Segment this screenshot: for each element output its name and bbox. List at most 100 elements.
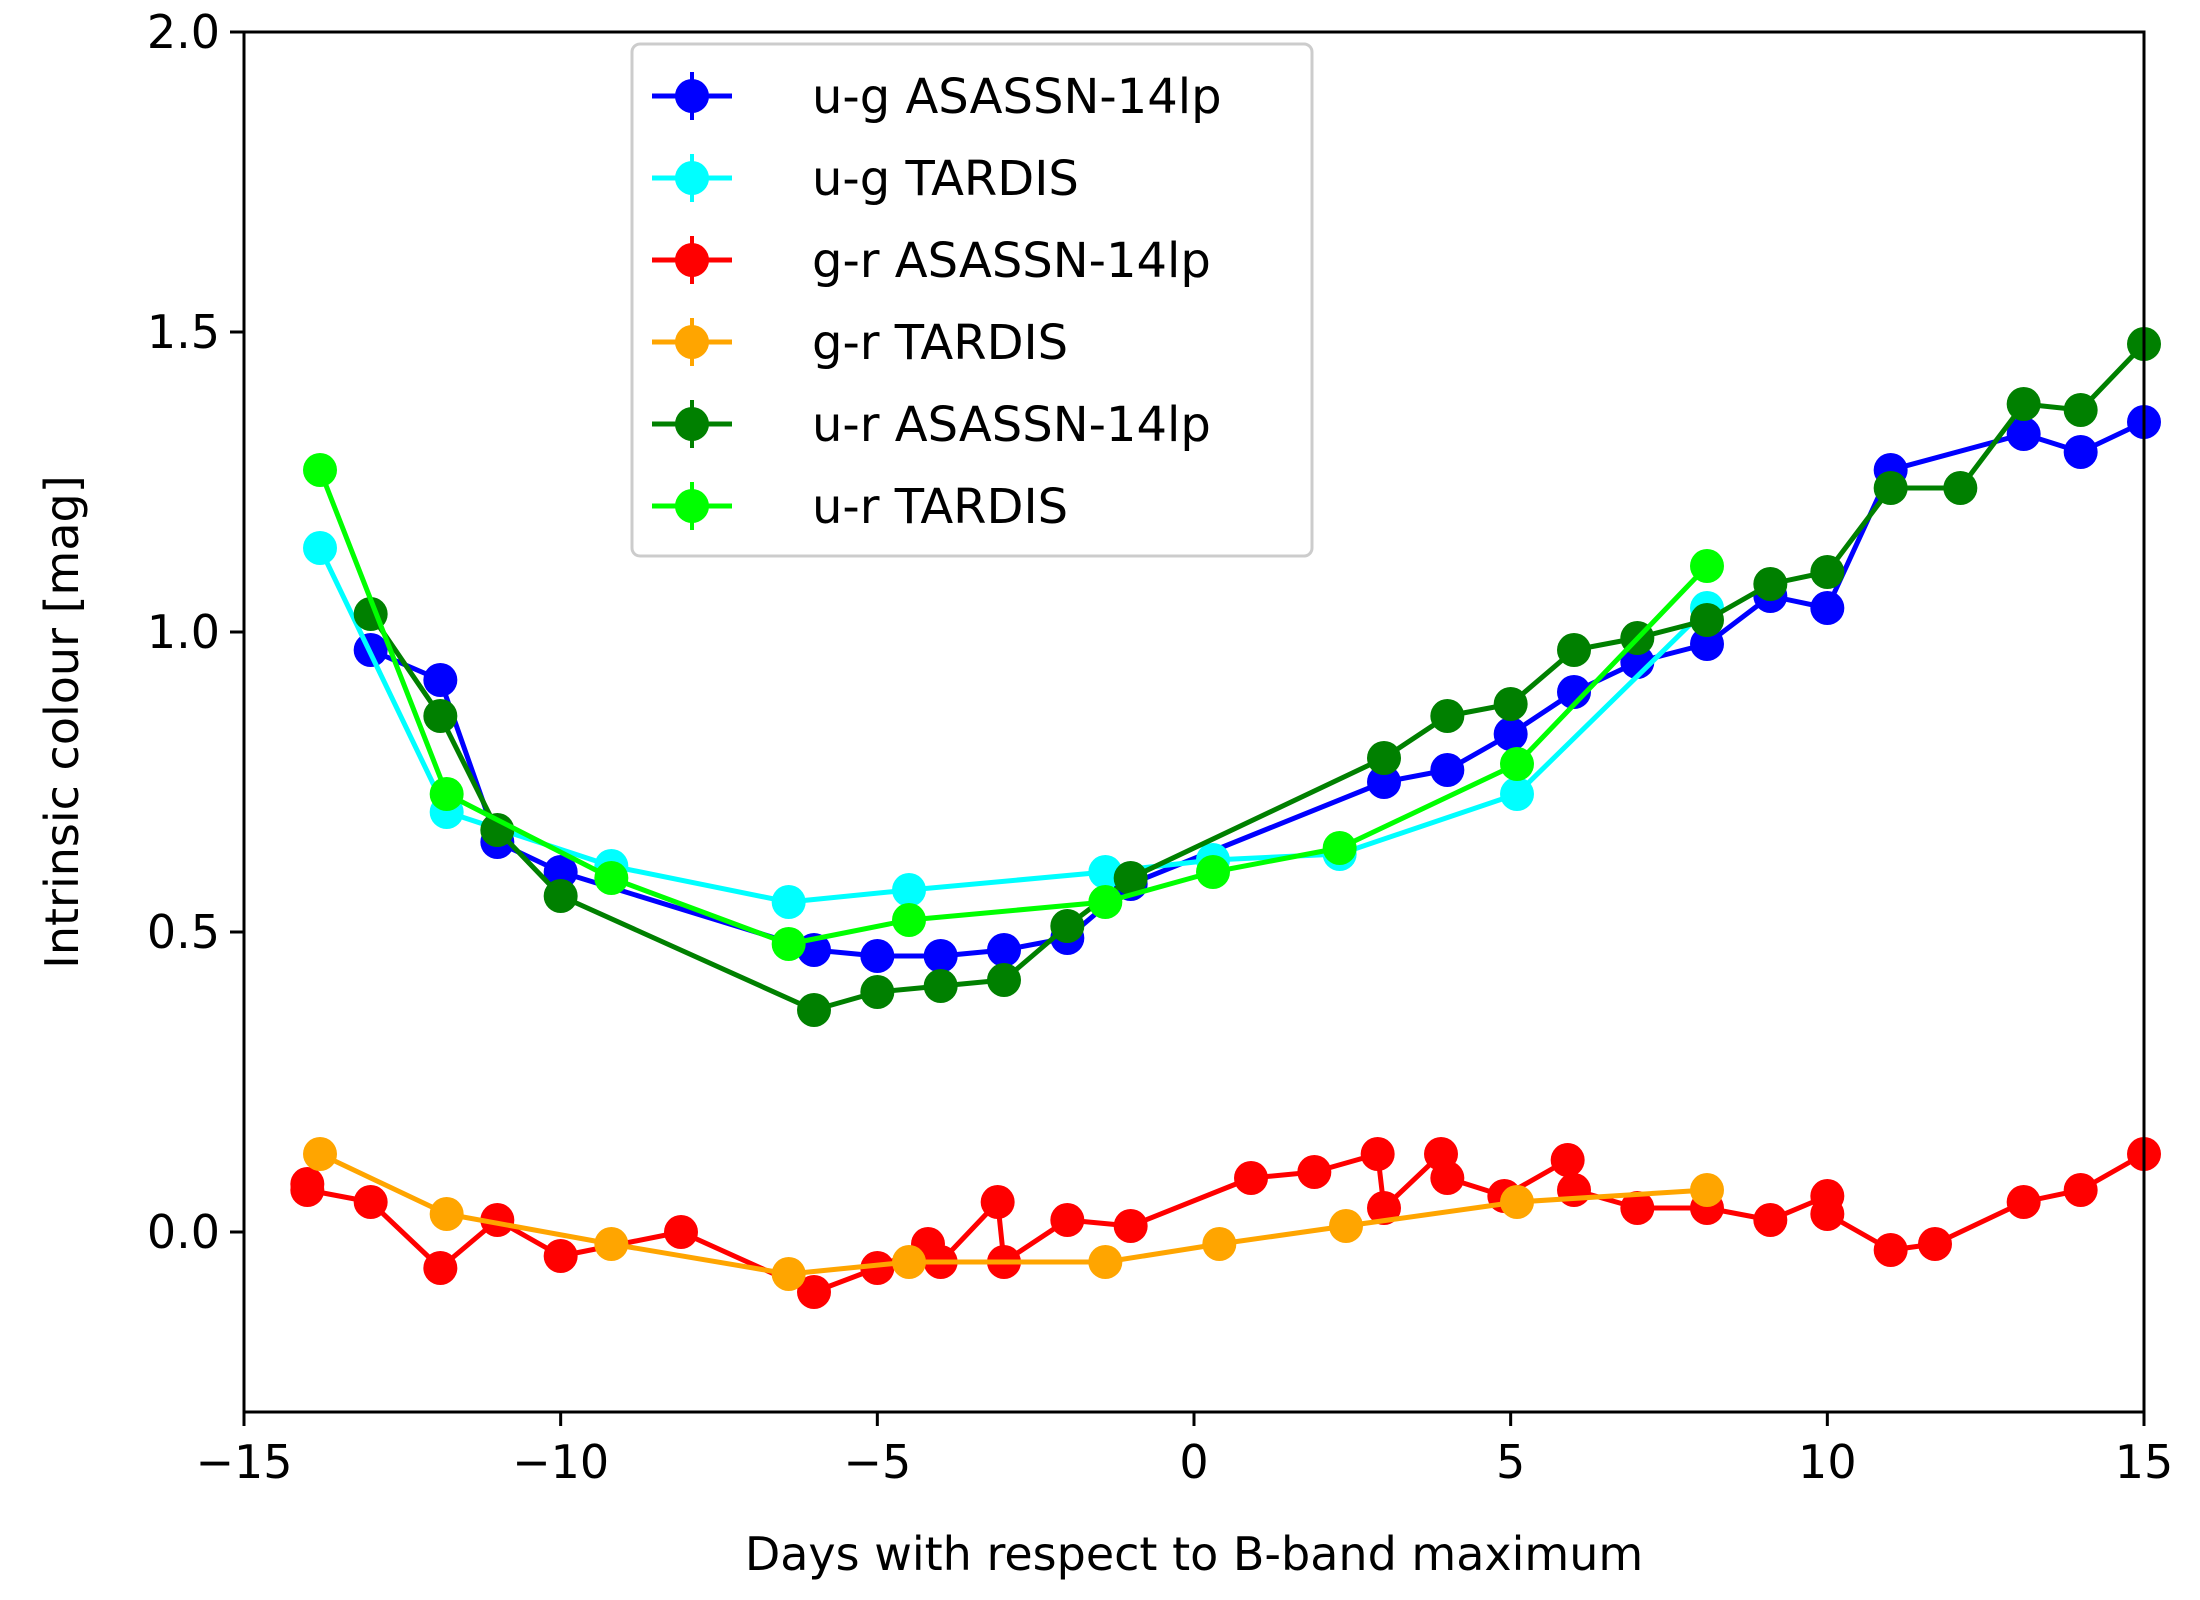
- data-point: [987, 933, 1021, 967]
- x-tick-label: −15: [195, 1435, 292, 1489]
- axis-ticks: −15 −10 −5 0 5 10 15 0.0 0.5 1.0 1.5 2.0: [147, 5, 2173, 1489]
- data-point: [303, 453, 337, 487]
- data-point: [1088, 1245, 1123, 1279]
- y-tick-label: 0.0: [147, 1205, 220, 1259]
- data-point: [423, 663, 458, 697]
- data-point: [423, 699, 458, 733]
- series-g-r-tardis: [303, 1137, 1724, 1291]
- legend-item: g-r ASASSN-14lp: [652, 233, 1211, 289]
- series-u-r-tardis: [303, 453, 1724, 961]
- data-point: [480, 1203, 515, 1237]
- legend-box: [630, 42, 1314, 558]
- legend-label: g-r TARDIS: [812, 315, 1068, 371]
- legend-item: u-r ASASSN-14lp: [652, 397, 1211, 453]
- legend: u-g ASASSN-14lp u-g TARDIS g-r ASASSN-14lp…: [630, 42, 1314, 558]
- x-tick-label: 15: [2115, 1435, 2174, 1489]
- y-axis-label: Intrinsic colour [mag]: [35, 475, 89, 968]
- data-point: [1690, 627, 1724, 661]
- data-point: [1690, 1173, 1724, 1207]
- data-point: [1088, 855, 1123, 889]
- data-point: [543, 1239, 578, 1273]
- y-tick-label: 1.5: [147, 305, 220, 359]
- x-axis-label: Days with respect to B-band maximum: [745, 1527, 1643, 1581]
- data-point: [1367, 741, 1401, 775]
- data-point: [1234, 1161, 1268, 1195]
- data-point: [303, 1137, 337, 1171]
- data-point: [892, 873, 926, 907]
- data-point: [1430, 1161, 1465, 1195]
- data-point: [1753, 1203, 1788, 1237]
- y-tick-label: 2.0: [147, 5, 220, 59]
- data-point: [1810, 591, 1845, 625]
- data-point: [1297, 1155, 1332, 1189]
- data-point: [892, 903, 926, 937]
- data-point: [594, 1227, 629, 1261]
- legend-marker-swatch: [675, 161, 709, 195]
- legend-item: u-r TARDIS: [652, 479, 1068, 535]
- data-point: [892, 1245, 926, 1279]
- data-point: [1810, 1197, 1845, 1231]
- data-point: [987, 963, 1021, 997]
- data-point: [594, 861, 629, 895]
- data-point: [429, 1197, 464, 1231]
- legend-marker-swatch: [675, 79, 709, 113]
- x-tick-label: 0: [1179, 1435, 1208, 1489]
- data-point: [423, 1251, 458, 1285]
- series-line: [304, 1151, 2146, 1295]
- legend-label: u-r ASASSN-14lp: [812, 397, 1211, 453]
- x-tick-label: 5: [1496, 1435, 1525, 1489]
- series-line: [369, 419, 2146, 959]
- data-point: [1557, 633, 1591, 667]
- legend-item: u-g ASASSN-14lp: [652, 69, 1222, 125]
- x-tick-label: −5: [843, 1435, 911, 1489]
- data-point: [1360, 1137, 1395, 1171]
- legend-item: u-g TARDIS: [652, 151, 1079, 207]
- data-point: [543, 855, 578, 889]
- x-tick-label: −10: [512, 1435, 609, 1489]
- data-point: [1430, 753, 1465, 787]
- x-tick-label: 10: [1798, 1435, 1857, 1489]
- series-u-r-asassn-14lp: [353, 327, 2161, 1027]
- data-point: [1873, 471, 1908, 505]
- data-point: [429, 777, 464, 811]
- data-point: [980, 1185, 1015, 1219]
- series-line: [317, 469, 1709, 947]
- data-point: [664, 1215, 698, 1249]
- legend-marker-swatch: [675, 325, 709, 359]
- data-point: [923, 969, 958, 1003]
- data-point: [1500, 777, 1534, 811]
- legend-label: u-g ASASSN-14lp: [812, 69, 1222, 125]
- data-point: [771, 885, 806, 919]
- data-point: [1943, 471, 1978, 505]
- data-point: [1050, 909, 1085, 943]
- data-point: [1557, 1173, 1591, 1207]
- data-point: [797, 993, 831, 1027]
- data-point: [1493, 687, 1528, 721]
- data-point: [1873, 1233, 1908, 1267]
- data-point: [1690, 603, 1724, 637]
- legend-marker-swatch: [675, 407, 709, 441]
- data-point: [1367, 765, 1401, 799]
- series-g-r-asassn-14lp: [290, 1137, 2161, 1309]
- data-point: [1690, 549, 1724, 583]
- data-point: [1500, 1185, 1534, 1219]
- data-point: [290, 1173, 325, 1207]
- data-point: [1557, 675, 1591, 709]
- data-point: [923, 939, 958, 973]
- data-point: [860, 975, 895, 1009]
- data-point: [2006, 1185, 2041, 1219]
- data-point: [1088, 885, 1123, 919]
- data-point: [1753, 567, 1788, 601]
- data-point: [1202, 1227, 1237, 1261]
- data-point: [1918, 1227, 1952, 1261]
- series-layer: [290, 327, 2161, 1309]
- data-point: [2063, 393, 2098, 427]
- legend-label: u-r TARDIS: [812, 479, 1068, 535]
- data-point: [2006, 417, 2041, 451]
- legend-label: u-g TARDIS: [812, 151, 1079, 207]
- data-point: [2063, 1173, 2098, 1207]
- data-point: [860, 939, 895, 973]
- series-line: [318, 1151, 1708, 1277]
- legend-marker-swatch: [675, 243, 709, 277]
